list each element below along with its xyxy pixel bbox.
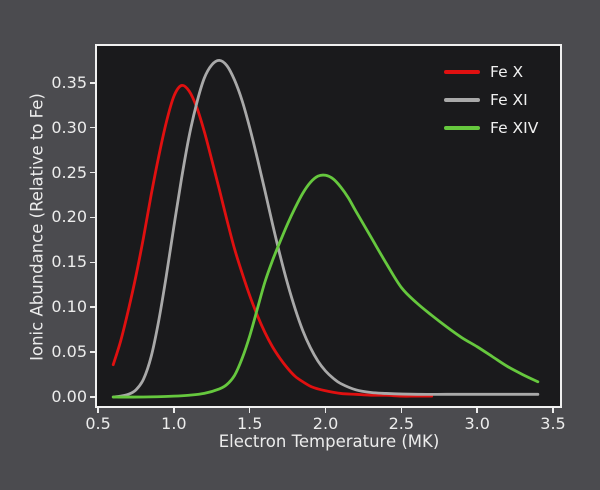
y-tick-label: 0.15 <box>51 252 87 272</box>
x-tick-label: 0.5 <box>85 414 111 433</box>
fe-xi-line-swatch <box>444 98 480 102</box>
x-tick-mark <box>173 408 175 413</box>
fe-x-line-swatch <box>444 70 480 74</box>
y-tick-mark <box>90 306 95 308</box>
y-tick-mark <box>90 216 95 219</box>
y-tick-label: 0.05 <box>51 342 87 362</box>
x-tick-mark <box>400 408 403 413</box>
x-tick-mark <box>97 408 99 413</box>
legend: Fe X Fe XI Fe XIV <box>444 58 538 142</box>
x-tick-mark <box>248 408 251 413</box>
curves-canvas <box>111 58 540 399</box>
curve-fe-xiv <box>111 173 540 399</box>
x-tick-mark <box>552 408 554 413</box>
legend-entry-fe-xi: Fe XI <box>444 86 538 114</box>
x-tick-label: 1.0 <box>161 414 187 433</box>
x-tick-label: 3.5 <box>540 414 566 433</box>
y-tick-label: 0.25 <box>51 162 87 182</box>
y-tick-mark <box>90 126 95 129</box>
x-tick-label: 2.0 <box>312 414 339 433</box>
curve-fe-xi <box>111 58 540 399</box>
x-axis-label: Electron Temperature (MK) <box>218 432 440 451</box>
legend-label-fe-xi: Fe XI <box>490 91 528 109</box>
y-tick-mark <box>90 396 95 398</box>
y-tick-label: 0.35 <box>51 72 87 92</box>
y-tick-label: 0.30 <box>51 117 87 137</box>
y-tick-mark <box>90 351 95 353</box>
y-tick-mark <box>90 171 95 174</box>
x-tick-label: 1.5 <box>236 414 263 433</box>
y-tick-label: 0.20 <box>51 207 87 227</box>
legend-entry-fe-xiv: Fe XIV <box>444 114 538 142</box>
y-tick-label: 0.00 <box>51 387 87 407</box>
x-tick-mark <box>476 408 478 413</box>
curve-fe-x <box>111 83 434 398</box>
legend-label-fe-xiv: Fe XIV <box>490 119 539 137</box>
fe-xiv-line-swatch <box>444 126 480 130</box>
x-tick-label: 2.5 <box>388 414 415 433</box>
y-tick-mark <box>90 261 95 264</box>
x-tick-mark <box>324 408 327 413</box>
x-tick-label: 3.0 <box>464 414 490 433</box>
legend-label-fe-x: Fe X <box>490 63 524 81</box>
y-tick-label: 0.10 <box>51 297 87 317</box>
legend-entry-fe-x: Fe X <box>444 58 538 86</box>
y-tick-mark <box>90 82 95 84</box>
plot-area: Fe X Fe XI Fe XIV <box>95 44 562 408</box>
